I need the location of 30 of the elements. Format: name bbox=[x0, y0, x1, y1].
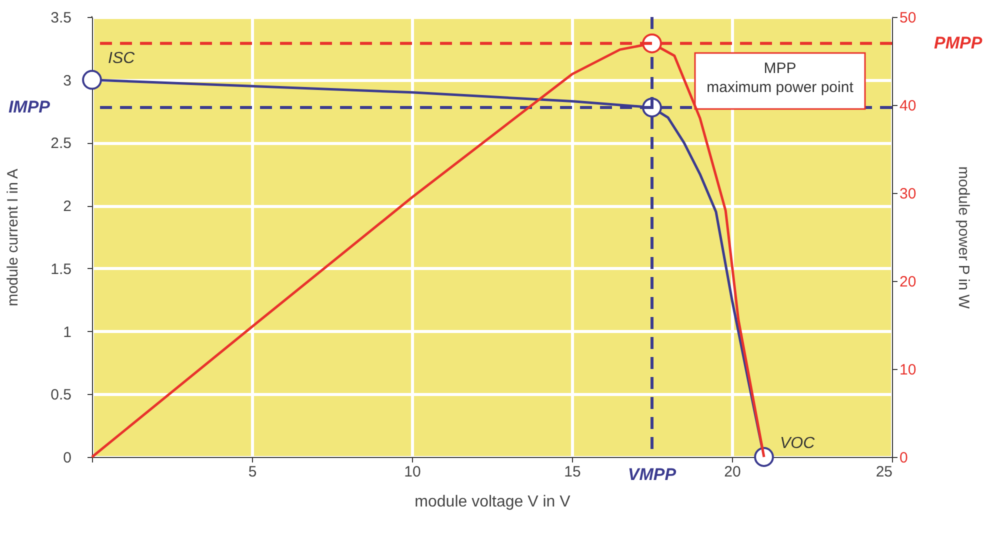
x-tick-label: 25 bbox=[876, 464, 892, 480]
y2-axis-title: module power P in W bbox=[955, 166, 972, 310]
x-tick-label: 10 bbox=[404, 464, 421, 480]
y-axis-title: module current I in A bbox=[4, 168, 22, 306]
x-tick-label: 15 bbox=[564, 464, 581, 480]
ref-line-label: PMPP bbox=[934, 33, 983, 52]
y-tick-label: 1.5 bbox=[50, 260, 72, 278]
point bbox=[82, 70, 102, 90]
y2-tick-label: 30 bbox=[900, 186, 916, 202]
y-tick-label: 0.5 bbox=[50, 386, 72, 404]
x-tick-label: 20 bbox=[724, 464, 741, 480]
y-tick-label: 0 bbox=[63, 450, 72, 466]
y-tick-label: 3.5 bbox=[50, 10, 72, 26]
ref-line-label: VMPP bbox=[628, 465, 677, 484]
ref-line-label: IMPP bbox=[8, 98, 51, 117]
y2-tick-label: 0 bbox=[900, 450, 908, 466]
y-tick-label: 3 bbox=[63, 72, 72, 90]
y2-tick-label: 40 bbox=[900, 98, 916, 114]
x-axis-title: module voltage V in V bbox=[414, 494, 571, 510]
y-tick-label: 1 bbox=[63, 324, 72, 341]
annotation: MPP maximum power point bbox=[706, 60, 854, 96]
y-tick-label: 2.5 bbox=[50, 135, 72, 152]
y2-tick-label: 10 bbox=[900, 362, 916, 378]
y-tick-label: 2 bbox=[63, 198, 72, 216]
point bbox=[754, 447, 774, 467]
y2-tick-label: 50 bbox=[900, 10, 916, 26]
y2-tick-label: 20 bbox=[900, 274, 916, 290]
x-tick-label: 5 bbox=[248, 464, 257, 480]
annotation: ISC bbox=[108, 50, 136, 67]
annotation: VOC bbox=[780, 435, 816, 452]
